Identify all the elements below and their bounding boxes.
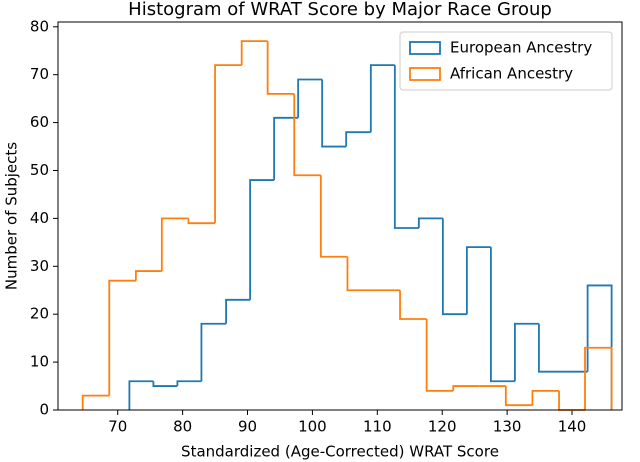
y-tick-label: 30 <box>30 257 49 275</box>
y-tick-label: 10 <box>30 353 49 371</box>
y-tick-label: 70 <box>30 65 49 83</box>
histogram-step <box>425 318 454 392</box>
x-axis-label: Standardized (Age-Corrected) WRAT Score <box>181 443 499 461</box>
y-axis-label: Number of Subjects <box>3 142 21 290</box>
histogram-step <box>489 247 515 383</box>
histogram-step <box>441 218 467 316</box>
y-tick-label: 20 <box>30 305 49 323</box>
histogram-step <box>273 116 299 181</box>
chart-title: Histogram of WRAT Score by Major Race Gr… <box>128 0 552 20</box>
histogram-step <box>225 298 251 324</box>
legend-label: European Ancestry <box>450 39 592 57</box>
x-tick-label: 70 <box>108 418 127 436</box>
histogram-step <box>417 217 443 228</box>
histogram-step <box>465 246 491 315</box>
y-tick-label: 50 <box>30 161 49 179</box>
histogram-step <box>187 218 216 225</box>
x-tick-label: 140 <box>558 418 587 436</box>
histogram-step <box>108 279 136 396</box>
histogram-step <box>176 380 202 387</box>
x-tick-label: 80 <box>173 418 192 436</box>
histogram-step <box>369 64 395 133</box>
histogram-step <box>152 381 178 387</box>
histogram-step <box>128 380 154 410</box>
x-tick-label: 130 <box>493 418 522 436</box>
y-tick-label: 80 <box>30 17 49 35</box>
histogram-step <box>321 79 347 148</box>
y-tick-label: 0 <box>39 401 49 419</box>
legend-box <box>399 31 613 91</box>
histogram-step <box>266 41 295 95</box>
histogram-step <box>249 179 275 300</box>
histogram-step <box>319 175 348 258</box>
x-tick-label: 110 <box>363 418 392 436</box>
histogram-step <box>399 290 427 320</box>
histogram-step <box>160 217 189 272</box>
plot-frame <box>57 21 623 411</box>
histogram-step <box>293 93 321 177</box>
histogram-step <box>531 389 560 406</box>
histogram-step <box>240 40 268 66</box>
x-tick-label: 120 <box>428 418 457 436</box>
histogram-step <box>134 270 162 281</box>
histogram-step <box>200 322 227 382</box>
histogram-step <box>584 346 613 410</box>
legend-swatch <box>409 67 441 81</box>
histogram-step <box>393 65 419 229</box>
histogram-step <box>514 322 539 382</box>
histogram-step <box>346 256 374 292</box>
histogram-step <box>214 64 242 224</box>
histogram-step <box>538 323 563 373</box>
histogram-step <box>558 390 586 411</box>
histogram-step <box>345 131 371 147</box>
legend-swatch <box>409 41 441 55</box>
histogram-step <box>81 394 110 410</box>
legend-label: African Ancestry <box>450 65 573 83</box>
x-tick-label: 90 <box>238 418 257 436</box>
histogram-step <box>452 385 480 391</box>
y-tick-label: 40 <box>30 209 49 227</box>
x-tick-label: 100 <box>298 418 327 436</box>
histogram-step <box>504 386 533 407</box>
histogram-step <box>297 78 323 118</box>
y-tick-label: 60 <box>30 113 49 131</box>
